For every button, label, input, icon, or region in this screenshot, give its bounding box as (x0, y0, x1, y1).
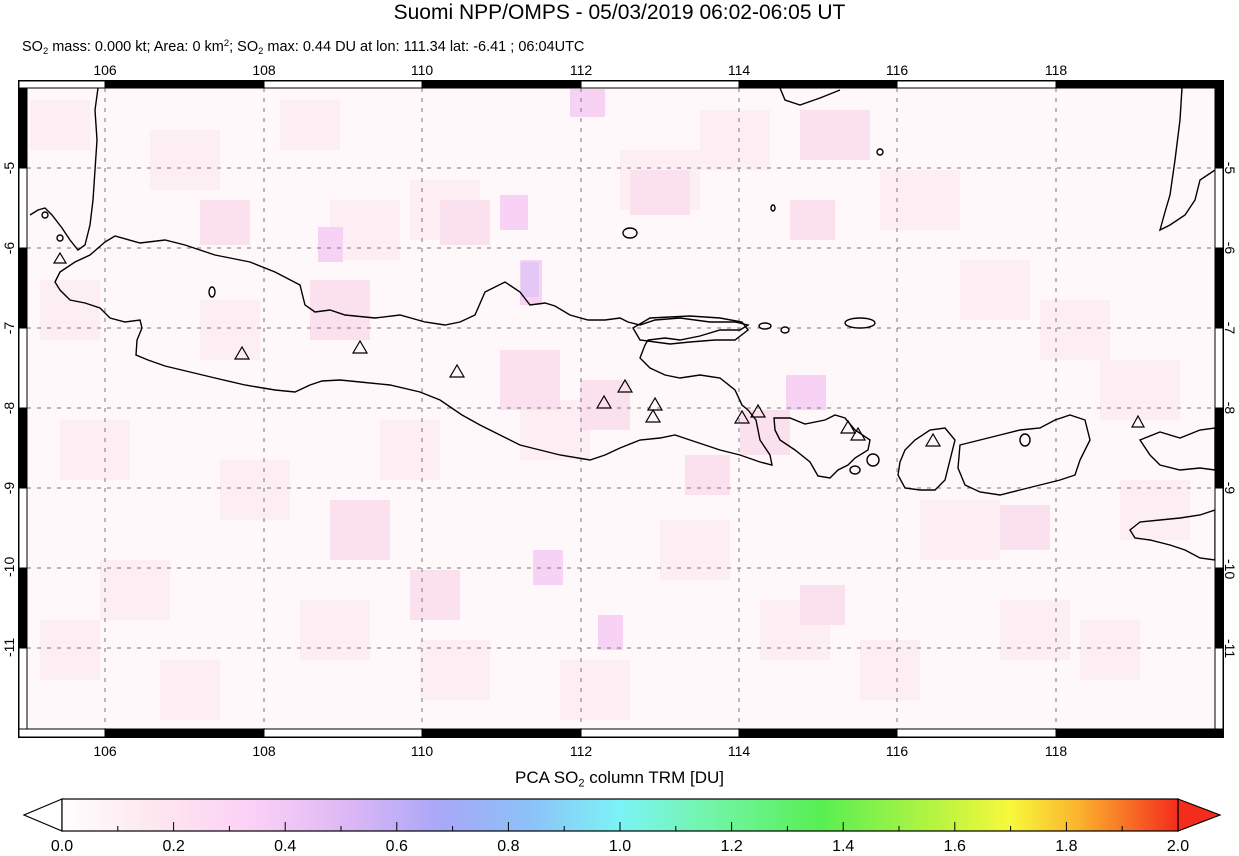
map-frame (18, 80, 1224, 738)
lon-label-bottom: 106 (93, 743, 117, 759)
lon-label-top: 116 (885, 62, 909, 78)
colorbar-label: 1.2 (720, 838, 743, 855)
lat-label-left: -7 (1, 321, 17, 335)
lat-label-right: -7 (1222, 321, 1238, 335)
lon-label-top: 106 (93, 62, 117, 78)
lat-label-right: -9 (1222, 481, 1238, 495)
so2-label: SO (22, 39, 43, 56)
lat-label-left: -6 (1, 241, 17, 255)
colorbar-label: 0.4 (274, 838, 297, 855)
lon-label-bottom: 108 (252, 743, 276, 759)
lon-label-top: 118 (1044, 62, 1068, 78)
lat-label-left: -11 (1, 637, 17, 657)
colorbar-label: 1.4 (832, 838, 855, 855)
mass-area-text: mass: 0.000 kt; Area: 0 km (48, 39, 224, 56)
colorbar (22, 798, 1222, 832)
colorbar-label: 0.6 (385, 838, 408, 855)
lon-label-top: 108 (252, 62, 276, 78)
max-text: max: 0.44 DU at lon: 111.34 lat: -6.41 ;… (263, 39, 585, 56)
lat-label-right: -11 (1222, 639, 1238, 659)
so2-label-2: ; SO (229, 39, 259, 56)
lat-label-left: -9 (1, 481, 17, 495)
so2-pixels (30, 89, 1190, 720)
lat-label-left: -10 (1, 556, 17, 577)
colorbar-label: 0.0 (50, 838, 74, 855)
lon-label-bottom: 118 (1044, 743, 1068, 759)
lat-label-right: -5 (1222, 161, 1238, 175)
lat-label-right: -6 (1222, 241, 1238, 255)
colorbar-over-arrow (1177, 798, 1222, 832)
colorbar-title-sub: 2 (578, 777, 585, 790)
stats-line: SO2 mass: 0.000 kt; Area: 0 km2; SO2 max… (22, 34, 584, 60)
colorbar-title: PCA SO2 column TRM [DU] (0, 768, 1239, 789)
colorbar-label: 2.0 (1166, 838, 1190, 855)
lat-label-right: -10 (1222, 559, 1238, 580)
so2-subscript-2: 2 (258, 44, 264, 56)
colorbar-title-post: column TRM [DU] (584, 768, 724, 787)
colorbar-title-pre: PCA SO (515, 768, 579, 787)
lon-label-top: 112 (569, 62, 593, 78)
page-title: Suomi NPP/OMPS - 05/03/2019 06:02-06:05 … (393, 1, 846, 24)
lat-label-right: -8 (1222, 401, 1238, 415)
lon-label-bottom: 114 (727, 743, 751, 759)
colorbar-label: 0.2 (162, 838, 185, 855)
lon-label-top: 114 (727, 62, 751, 78)
colorbar-under-arrow (22, 798, 63, 832)
coastlines (29, 88, 1215, 561)
area-superscript: 2 (223, 37, 230, 48)
colorbar-label: 1.6 (943, 838, 966, 855)
graticule (27, 88, 1215, 729)
volcano-markers (52, 251, 1146, 447)
colorbar-label: 0.8 (497, 838, 520, 855)
so2-subscript: 2 (42, 44, 49, 56)
colorbar-label: 1.0 (608, 838, 632, 855)
lon-label-bottom: 116 (885, 743, 909, 759)
lon-label-bottom: 110 (410, 743, 434, 759)
lon-label-bottom: 112 (569, 743, 593, 759)
lon-label-top: 110 (410, 62, 434, 78)
colorbar-label: 1.8 (1055, 838, 1078, 855)
lat-label-left: -5 (1, 161, 17, 175)
lat-label-left: -8 (1, 401, 17, 415)
